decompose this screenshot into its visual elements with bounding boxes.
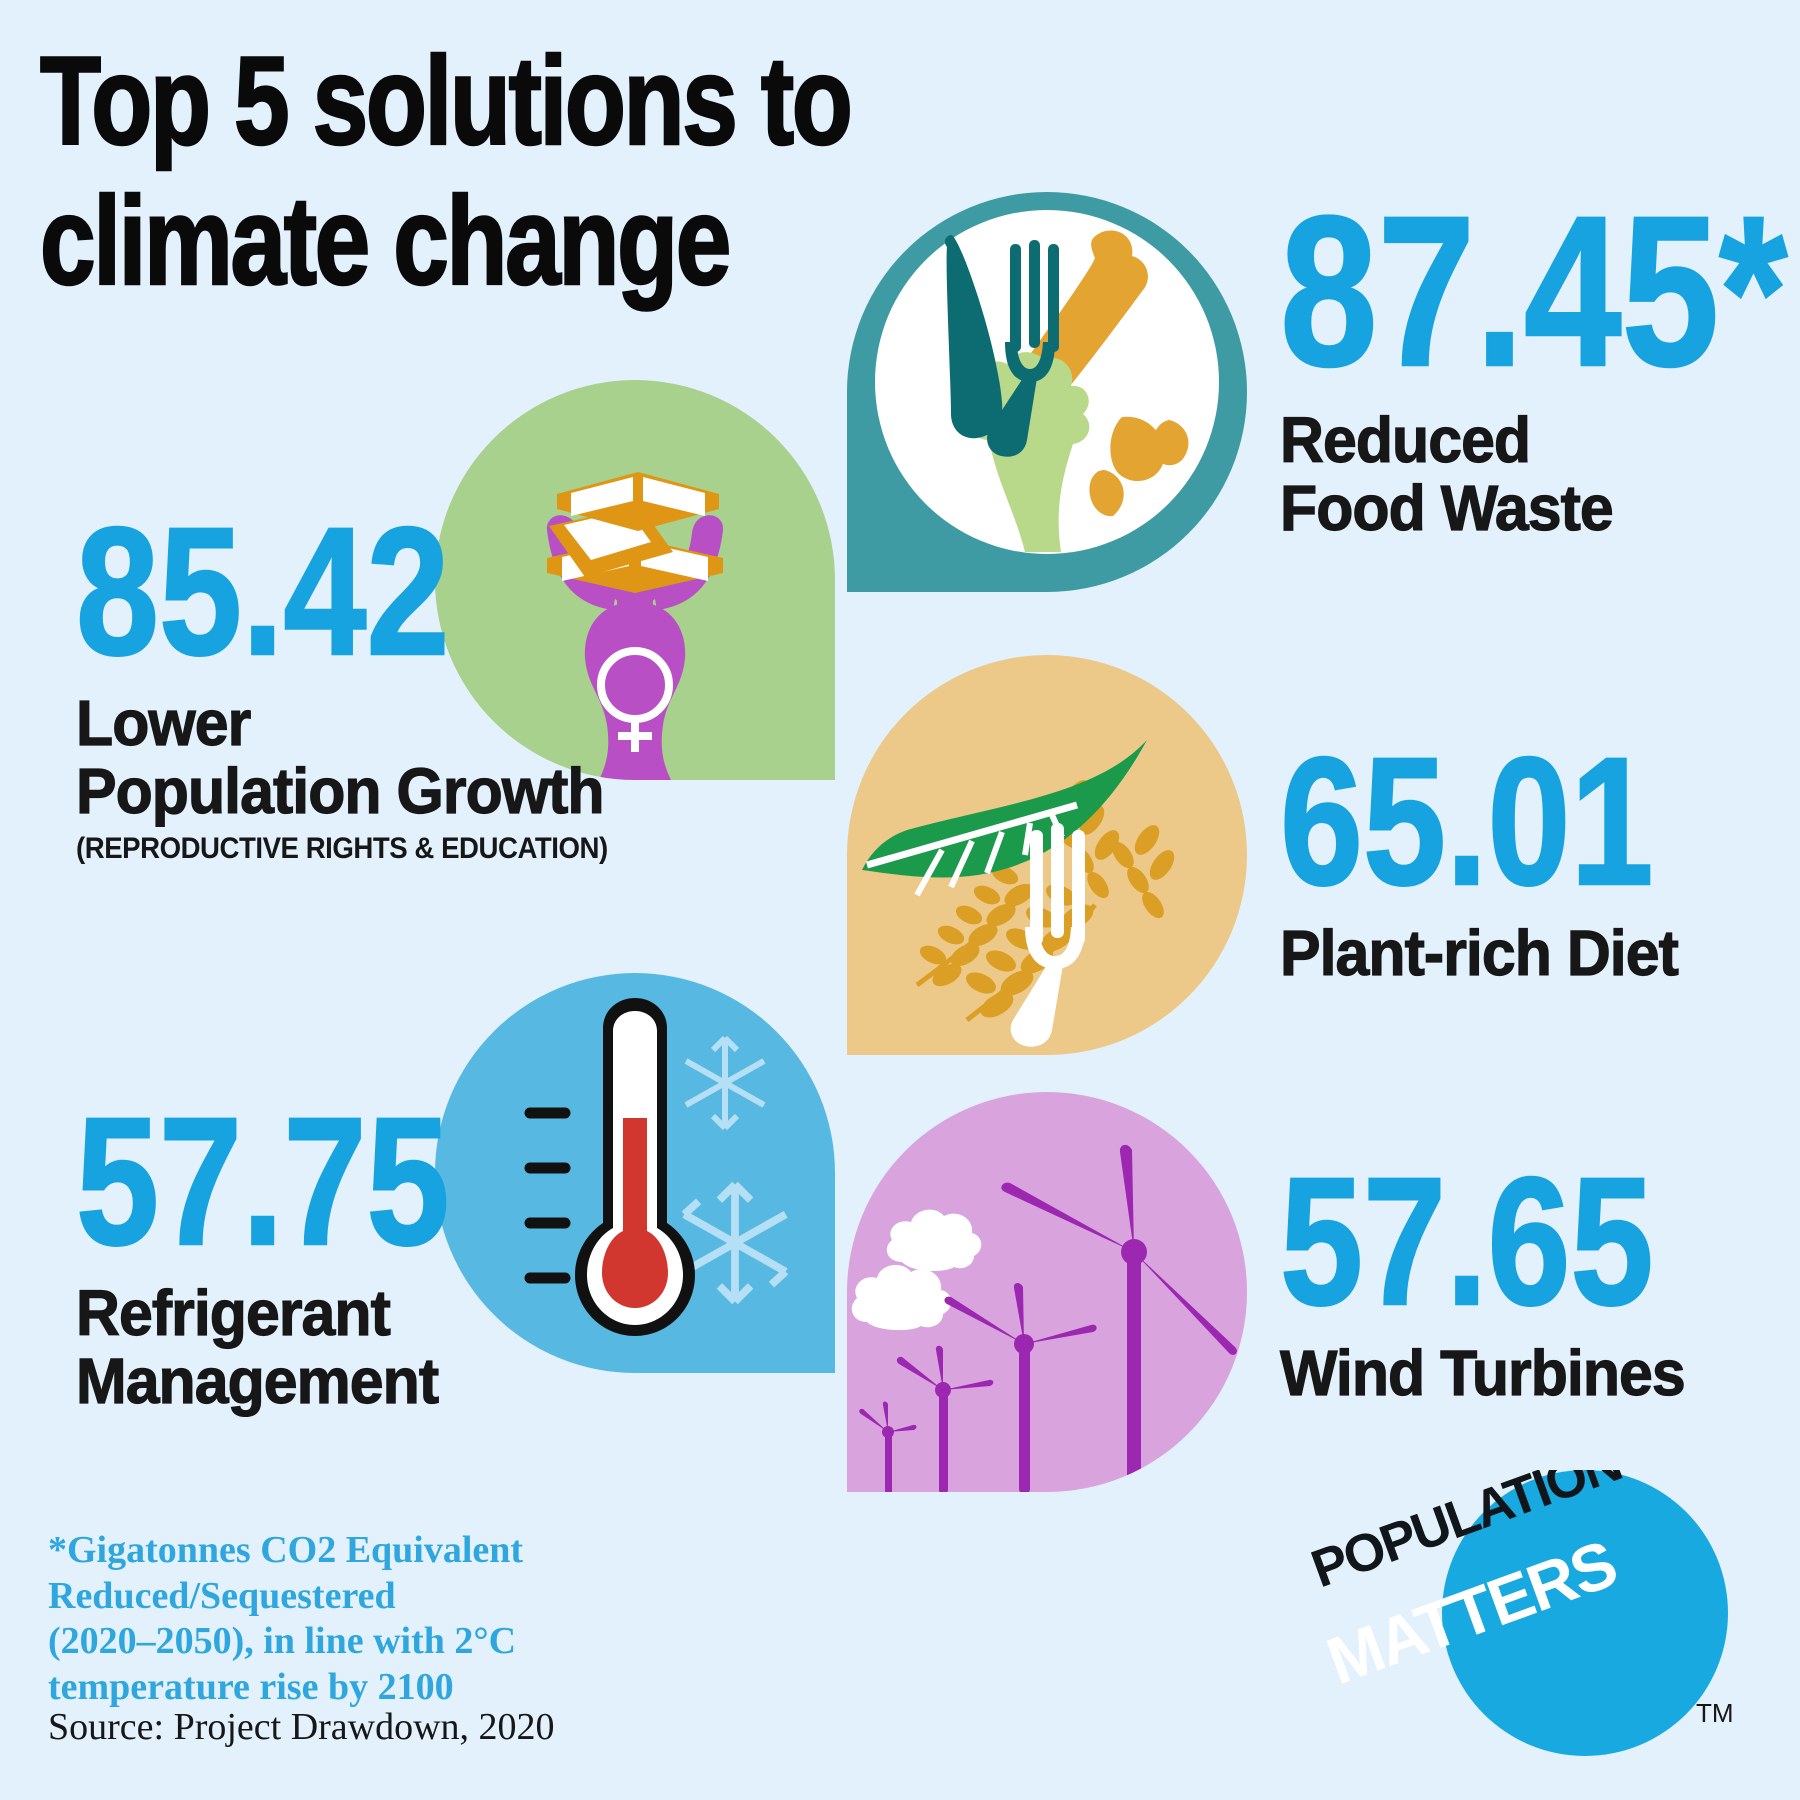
svg-text:TM: TM xyxy=(1696,1698,1734,1728)
